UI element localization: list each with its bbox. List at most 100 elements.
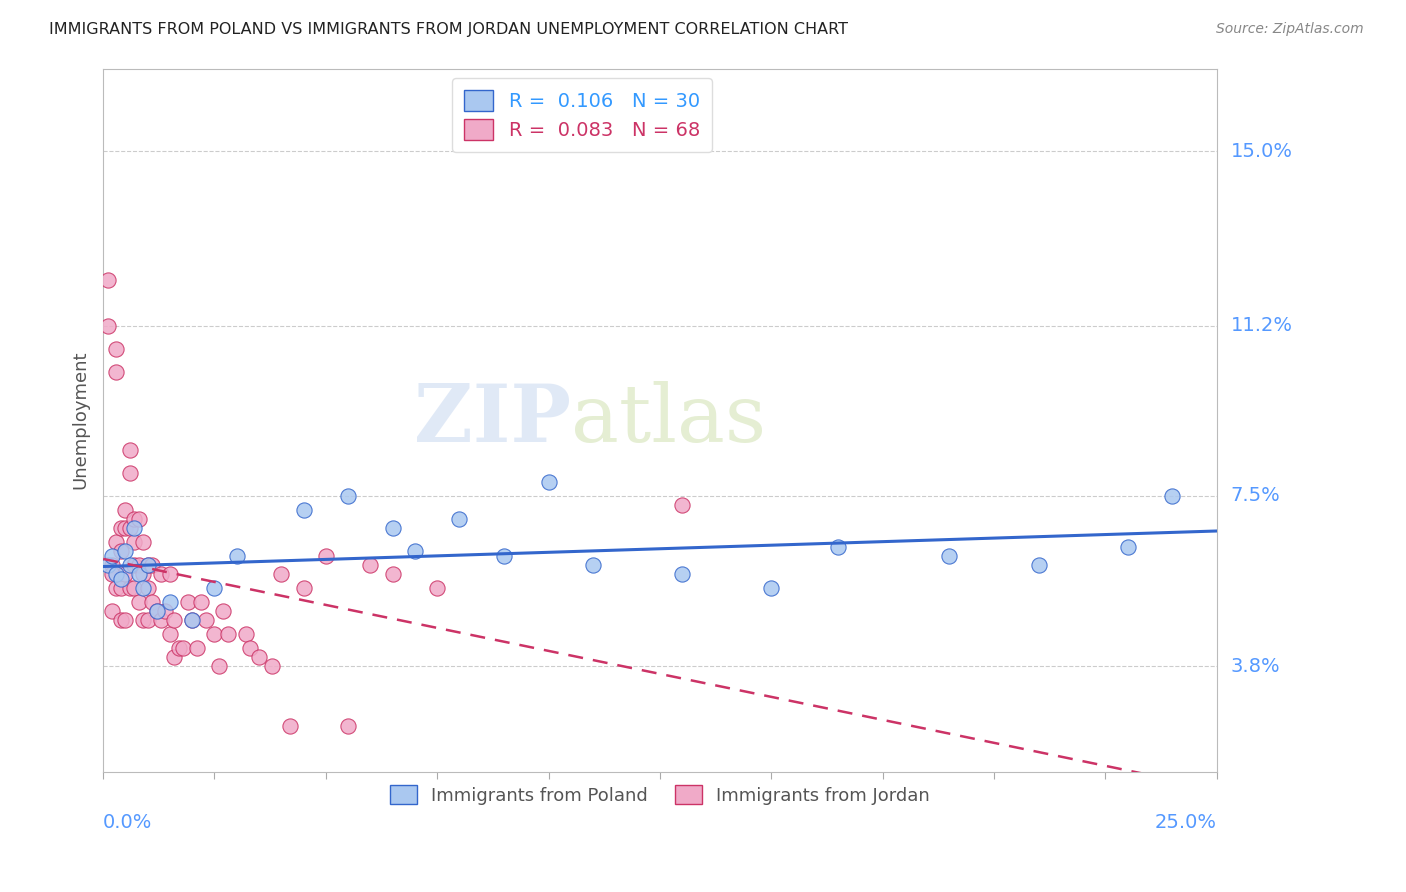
Point (315, 549, 337, 563)
Point (105, 535, 128, 549)
Point (136, 558, 159, 572)
Point (761, 581, 783, 595)
Point (118, 466, 141, 480)
Point (247, 649, 270, 664)
Point (163, 649, 186, 664)
Point (671, 567, 693, 582)
Point (136, 558, 159, 572)
Point (1116, 540, 1139, 554)
Point (163, 613, 186, 627)
Point (110, 521, 132, 535)
Point (1028, 558, 1050, 572)
Point (136, 613, 159, 627)
Point (141, 595, 163, 609)
Point (114, 567, 136, 582)
Point (404, 544, 426, 558)
Point (132, 613, 155, 627)
Point (124, 535, 146, 549)
Point (159, 567, 181, 582)
Point (235, 627, 257, 641)
Point (97, 273, 120, 287)
Point (132, 535, 155, 549)
Point (337, 719, 360, 733)
Point (190, 595, 212, 609)
Point (492, 549, 515, 563)
Point (381, 567, 404, 582)
Point (225, 549, 247, 563)
Point (186, 640, 208, 655)
Point (145, 604, 167, 618)
Point (582, 558, 605, 572)
Point (124, 512, 146, 526)
Point (159, 595, 181, 609)
Text: 25.0%: 25.0% (1154, 814, 1216, 832)
Point (270, 567, 292, 582)
Point (150, 613, 173, 627)
Point (128, 595, 150, 609)
Point (155, 604, 177, 618)
Point (426, 581, 449, 595)
Point (110, 572, 132, 586)
Text: 15.0%: 15.0% (1230, 142, 1292, 161)
Point (141, 558, 163, 572)
Text: ZIP: ZIP (413, 381, 571, 459)
Point (128, 512, 150, 526)
Point (292, 581, 315, 595)
Point (105, 365, 128, 379)
Point (172, 640, 194, 655)
Point (101, 549, 124, 563)
Point (359, 558, 381, 572)
Point (132, 581, 155, 595)
Point (145, 604, 167, 618)
Text: 7.5%: 7.5% (1230, 486, 1281, 506)
Point (194, 613, 217, 627)
Point (217, 627, 239, 641)
Point (101, 567, 124, 582)
Point (105, 342, 128, 356)
Point (105, 567, 128, 582)
Point (101, 558, 124, 572)
Point (118, 581, 141, 595)
Point (537, 475, 560, 490)
Point (292, 502, 315, 516)
Point (105, 581, 128, 595)
Point (177, 595, 200, 609)
Point (262, 659, 284, 673)
Point (118, 442, 141, 457)
Point (827, 540, 849, 554)
Point (167, 640, 190, 655)
Point (278, 719, 301, 733)
Point (114, 613, 136, 627)
Point (239, 640, 262, 655)
Point (97, 558, 120, 572)
Point (114, 544, 136, 558)
Text: IMMIGRANTS FROM POLAND VS IMMIGRANTS FROM JORDAN UNEMPLOYMENT CORRELATION CHART: IMMIGRANTS FROM POLAND VS IMMIGRANTS FRO… (49, 22, 848, 37)
Point (118, 521, 141, 535)
Point (128, 558, 150, 572)
Point (181, 613, 204, 627)
Point (114, 521, 136, 535)
Point (118, 558, 141, 572)
Point (204, 627, 226, 641)
Point (1161, 489, 1184, 503)
Text: 3.8%: 3.8% (1230, 657, 1281, 675)
Point (110, 544, 132, 558)
Point (150, 567, 173, 582)
Legend: Immigrants from Poland, Immigrants from Jordan: Immigrants from Poland, Immigrants from … (382, 778, 938, 812)
Point (136, 581, 159, 595)
Point (110, 581, 132, 595)
Text: 0.0%: 0.0% (103, 814, 152, 832)
Point (449, 512, 471, 526)
Point (381, 521, 404, 535)
Point (204, 581, 226, 595)
Point (132, 567, 155, 582)
Point (337, 489, 360, 503)
Y-axis label: Unemployment: Unemployment (72, 351, 89, 490)
Point (97, 318, 120, 333)
Text: Source: ZipAtlas.com: Source: ZipAtlas.com (1216, 22, 1364, 37)
Point (101, 604, 124, 618)
Point (938, 549, 960, 563)
Point (671, 498, 693, 512)
Point (110, 613, 132, 627)
Point (208, 659, 231, 673)
